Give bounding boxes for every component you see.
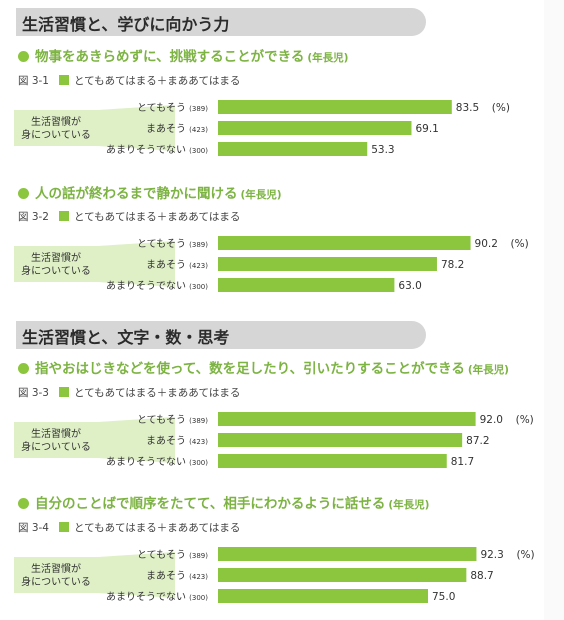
section-header: 生活習慣と、文字・数・思考	[16, 321, 426, 349]
callout-shape	[14, 552, 175, 598]
callout-text: 生活習慣が	[31, 115, 81, 128]
value-label: 90.2	[475, 238, 498, 250]
figure-number: 図 3-3	[18, 387, 49, 399]
callout-text: 身についている	[21, 440, 91, 453]
value-label: 92.0	[480, 414, 503, 426]
legend-label: とてもあてはまる＋まああてはまる	[74, 522, 241, 534]
value-label: 88.7	[470, 570, 493, 582]
value-label: 69.1	[415, 123, 438, 135]
bullet-dot-icon	[18, 497, 29, 509]
legend-label: とてもあてはまる＋まああてはまる	[74, 75, 241, 87]
category-label: まあそう (423)	[146, 570, 208, 582]
category-label: とてもそう (389)	[137, 549, 208, 561]
section-title: 生活習慣と、文字・数・思考	[22, 328, 230, 347]
category-label: とてもそう (389)	[137, 102, 208, 114]
question-note: (年長児)	[388, 499, 430, 511]
category-label: あまりそうでない (300)	[106, 456, 208, 468]
question-note: (年長児)	[467, 364, 509, 376]
question-text: 物事をあきらめずに、挑戦することができる	[35, 49, 305, 65]
legend-swatch	[59, 387, 69, 397]
figure-caption: 図 3-4 とてもあてはまる＋まああてはまる	[18, 520, 240, 535]
value-label: 81.7	[451, 456, 474, 468]
value-label: 83.5	[456, 102, 479, 114]
value-label: 63.0	[398, 280, 421, 292]
section-header: 生活習慣と、学びに向かう力	[16, 8, 426, 36]
value-label: 75.0	[432, 591, 455, 603]
legend-swatch	[59, 522, 69, 532]
unit-label: (%)	[511, 238, 529, 250]
bar-chart: 生活習慣が 身についている とてもそう (389) 92.3 (%) まあそう (423)…	[0, 543, 564, 609]
bar-chart: 生活習慣が 身についている とてもそう (389) 90.2 (%) まあそう (423)…	[0, 232, 564, 298]
callout-shape	[14, 241, 175, 287]
value-label: 78.2	[441, 259, 464, 271]
question-text: 自分のことばで順序をたてて、相手にわかるように話せる	[35, 496, 386, 512]
figure-number: 図 3-1	[18, 75, 49, 87]
bar	[218, 589, 428, 603]
category-label: とてもそう (389)	[137, 238, 208, 250]
category-label: あまりそうでない (300)	[106, 591, 208, 603]
bar	[218, 547, 477, 561]
legend-swatch	[59, 211, 69, 221]
callout-text: 生活習慣が	[31, 251, 81, 264]
category-label: あまりそうでない (300)	[106, 144, 208, 156]
bar	[218, 236, 471, 250]
question-note: (年長児)	[240, 189, 282, 201]
bar	[218, 100, 452, 114]
bullet-dot-icon	[18, 50, 29, 62]
bar-chart: 生活習慣が 身についている とてもそう (389) 92.0 (%) まあそう (423)…	[0, 408, 564, 474]
bar-chart: 生活習慣が 身についている とてもそう (389) 83.5 (%) まあそう (423)…	[0, 96, 564, 162]
callout-text: 身についている	[21, 264, 91, 277]
bar	[218, 433, 463, 447]
figure-caption: 図 3-1 とてもあてはまる＋まああてはまる	[18, 73, 240, 88]
category-label: まあそう (423)	[146, 435, 208, 447]
figure-number: 図 3-2	[18, 211, 49, 223]
callout-shape	[14, 105, 175, 151]
category-label: とてもそう (389)	[137, 414, 208, 426]
bar	[218, 412, 476, 426]
bullet-dot-icon	[18, 187, 29, 199]
callout-text: 生活習慣が	[31, 562, 81, 575]
question-title: 自分のことばで順序をたてて、相手にわかるように話せる (年長児)	[18, 492, 429, 512]
bar	[218, 278, 395, 292]
question-text: 人の話が終わるまで静かに聞ける	[35, 186, 238, 202]
unit-label: (%)	[492, 102, 510, 114]
unit-label: (%)	[516, 549, 534, 561]
question-text: 指やおはじきなどを使って、数を足したり、引いたりすることができる	[35, 361, 465, 377]
callout-text: 生活習慣が	[31, 427, 81, 440]
bar	[218, 568, 467, 582]
figure-caption: 図 3-3 とてもあてはまる＋まああてはまる	[18, 385, 240, 400]
unit-label: (%)	[516, 414, 534, 426]
bar	[218, 257, 437, 271]
question-title: 指やおはじきなどを使って、数を足したり、引いたりすることができる (年長児)	[18, 357, 509, 377]
bar	[218, 454, 447, 468]
bar	[218, 121, 412, 135]
callout-shape	[14, 417, 175, 463]
category-label: まあそう (423)	[146, 259, 208, 271]
callout-text: 身についている	[21, 128, 91, 141]
page-edge-shade	[544, 0, 564, 620]
bar	[218, 142, 368, 156]
question-title: 物事をあきらめずに、挑戦することができる (年長児)	[18, 45, 348, 65]
bullet-dot-icon	[18, 362, 29, 374]
figure-caption: 図 3-2 とてもあてはまる＋まああてはまる	[18, 209, 240, 224]
question-title: 人の話が終わるまで静かに聞ける (年長児)	[18, 182, 282, 202]
value-label: 87.2	[466, 435, 489, 447]
value-label: 53.3	[371, 144, 394, 156]
legend-label: とてもあてはまる＋まああてはまる	[74, 211, 241, 223]
legend-label: とてもあてはまる＋まああてはまる	[74, 387, 241, 399]
category-label: まあそう (423)	[146, 123, 208, 135]
value-label: 92.3	[480, 549, 503, 561]
callout-text: 身についている	[21, 575, 91, 588]
legend-swatch	[59, 75, 69, 85]
category-label: あまりそうでない (300)	[106, 280, 208, 292]
question-note: (年長児)	[307, 52, 349, 64]
section-title: 生活習慣と、学びに向かう力	[22, 15, 230, 34]
figure-number: 図 3-4	[18, 522, 49, 534]
